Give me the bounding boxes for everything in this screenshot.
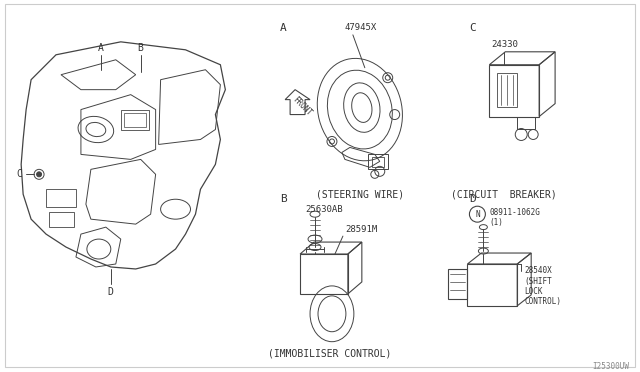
Text: C: C — [469, 23, 476, 33]
Text: 28591M: 28591M — [345, 225, 377, 234]
Text: (IMMOBILISER CONTROL): (IMMOBILISER CONTROL) — [268, 349, 392, 359]
Bar — [368, 154, 388, 169]
Text: 47945X: 47945X — [345, 23, 377, 32]
Text: 24330: 24330 — [491, 40, 518, 49]
Text: (1): (1) — [490, 218, 503, 227]
Bar — [121, 110, 148, 129]
Text: (SHIFT: (SHIFT — [524, 278, 552, 286]
Text: CONTROL): CONTROL) — [524, 297, 561, 307]
Text: 25630AB: 25630AB — [305, 205, 342, 214]
Text: A: A — [98, 43, 104, 53]
Text: FRONT: FRONT — [291, 95, 314, 118]
Text: D: D — [108, 287, 114, 297]
Text: (CIRCUIT  BREAKER): (CIRCUIT BREAKER) — [451, 189, 557, 199]
Text: N: N — [475, 210, 480, 219]
Bar — [467, 264, 517, 306]
Text: B: B — [138, 43, 143, 53]
Text: C: C — [16, 169, 22, 179]
Text: I25300UW: I25300UW — [592, 362, 629, 371]
Bar — [517, 116, 535, 128]
Text: A: A — [280, 23, 287, 33]
Bar — [497, 73, 517, 107]
Bar — [46, 189, 76, 207]
Polygon shape — [285, 90, 310, 115]
Text: 08911-1062G: 08911-1062G — [490, 208, 540, 217]
Text: 28540X: 28540X — [524, 266, 552, 275]
Bar — [372, 157, 384, 167]
Text: (STEERING WIRE): (STEERING WIRE) — [316, 189, 404, 199]
Bar — [490, 65, 539, 116]
Circle shape — [36, 172, 42, 177]
Text: B: B — [280, 194, 287, 204]
Text: LOCK: LOCK — [524, 288, 543, 296]
Bar — [124, 113, 146, 126]
Text: D: D — [469, 194, 476, 204]
Bar — [49, 212, 74, 227]
Bar — [300, 254, 348, 294]
